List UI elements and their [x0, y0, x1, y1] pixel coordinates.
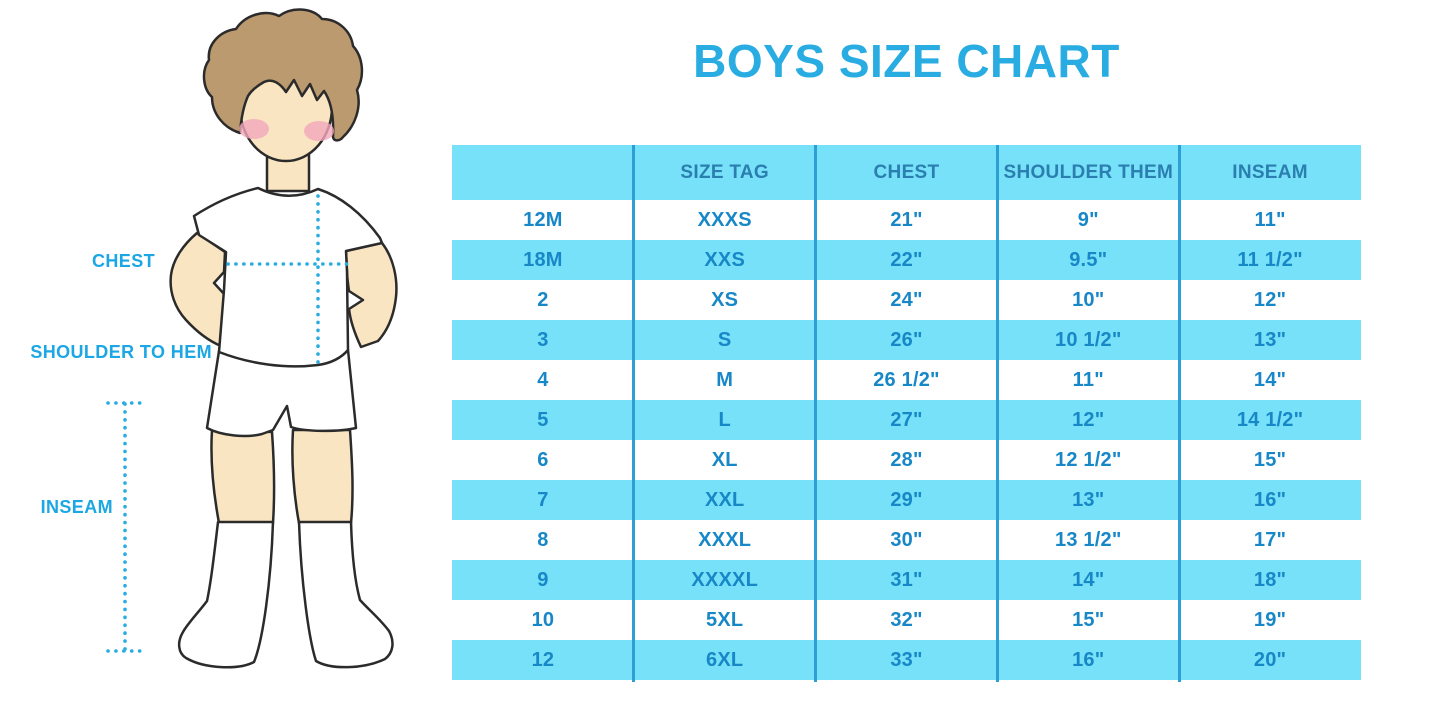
table-cell: 18": [1253, 568, 1287, 591]
table-cell: 28": [890, 448, 923, 471]
table-cell: 6: [537, 448, 549, 471]
header-cell-size-tag: SIZE TAG: [680, 161, 769, 183]
page-title: BOYS SIZE CHART: [693, 35, 1120, 87]
table-cell: 4: [537, 368, 549, 391]
table-cell: 10: [531, 608, 555, 631]
inseam-label: INSEAM: [40, 497, 113, 517]
table-cell: M: [716, 368, 734, 391]
table-row: 3 S 26" 10 1/2" 13": [452, 320, 1361, 360]
table-cell: 12": [1072, 408, 1105, 431]
table-cell: XS: [711, 288, 739, 311]
table-cell: 9": [1077, 208, 1099, 231]
t-shirt: [192, 186, 384, 368]
table-cell: XXL: [704, 488, 745, 511]
header-cell-inseam: INSEAM: [1232, 161, 1308, 183]
table-cell: 12": [1253, 288, 1287, 311]
right-sock: [297, 520, 394, 669]
table-header-row: SIZE TAG CHEST SHOULDER THEM INSEAM: [452, 145, 1361, 200]
table-cell: 12: [531, 648, 555, 671]
left-arm: [169, 231, 228, 348]
table-cell: 5: [537, 408, 549, 431]
table-cell: 32": [890, 608, 923, 631]
table-row: 2 XS 24" 10" 12": [452, 280, 1361, 320]
table-cell: 8: [537, 528, 549, 551]
table-row: 6 XL 28" 12 1/2" 15": [452, 440, 1361, 480]
table-cell: 10 1/2": [1055, 328, 1122, 351]
header-cell-size: [452, 145, 634, 200]
table-cell: S: [717, 328, 732, 351]
table-cell: 5XL: [706, 608, 744, 631]
shoulder-to-hem-label: SHOULDER TO HEM: [30, 342, 212, 362]
table-cell: 17": [1253, 528, 1287, 551]
table-cell: 27": [890, 408, 923, 431]
table-cell: 18M: [523, 248, 563, 271]
table-cell: 26 1/2": [873, 368, 940, 391]
table-cell: 13": [1072, 488, 1105, 511]
hair: [202, 8, 364, 142]
table-cell: 19": [1253, 608, 1287, 631]
table-cell: 11 1/2": [1237, 248, 1303, 271]
table-cell: 15": [1072, 608, 1105, 631]
right-leg: [291, 428, 354, 525]
table-cell: 22": [890, 248, 923, 271]
table-cell: 3: [537, 328, 549, 351]
table-cell: 12M: [523, 208, 563, 231]
table-cell: 14": [1072, 568, 1105, 591]
table-cell: 13": [1253, 328, 1287, 351]
table-cell: 14": [1253, 368, 1287, 391]
chest-label: CHEST: [91, 251, 155, 271]
table-cell: XL: [711, 448, 738, 471]
left-sock: [177, 520, 275, 669]
table-cell: 10": [1072, 288, 1105, 311]
table-cell: 9.5": [1069, 248, 1108, 271]
table-cell: 11": [1072, 368, 1104, 391]
table-row: 18M XXS 22" 9.5" 11 1/2": [452, 240, 1361, 280]
table-cell: 20": [1253, 648, 1287, 671]
table-cell: 24": [890, 288, 923, 311]
table-row: 12 6XL 33" 16" 20": [452, 640, 1361, 680]
table-cell: 29": [890, 488, 923, 511]
table-row: 9 XXXXL 31" 14" 18": [452, 560, 1361, 600]
table-cell: L: [718, 408, 731, 431]
table-cell: XXXXL: [691, 568, 758, 591]
table-cell: 26": [890, 328, 923, 351]
table-row: 5 L 27" 12" 14 1/2": [452, 400, 1361, 440]
table-cell: 31": [890, 568, 923, 591]
size-table: SIZE TAG CHEST SHOULDER THEM INSEAM 12M XXXS…: [452, 145, 1361, 682]
table-cell: 13 1/2": [1055, 528, 1122, 551]
table-cell: 11": [1254, 208, 1286, 231]
table-cell: 21": [890, 208, 923, 231]
header-cell-chest: CHEST: [873, 161, 940, 183]
blush-right: [304, 121, 334, 141]
table-row: 12M XXXS 21" 9" 11": [452, 200, 1361, 240]
table-row: 10 5XL 32" 15" 19": [452, 600, 1361, 640]
table-cell: 2: [537, 288, 549, 311]
table-cell: XXS: [704, 248, 745, 271]
table-row: 7 XXL 29" 13" 16": [452, 480, 1361, 520]
table-cell: 6XL: [706, 648, 744, 671]
table-cell: 30": [890, 528, 923, 551]
table-cell: 33": [890, 648, 923, 671]
size-table-body: 12M XXXS 21" 9" 11" 18M XXS 22" 9.5" 11 1/2" 2 XS 24…: [452, 200, 1361, 680]
table-cell: 12 1/2": [1055, 448, 1122, 471]
left-leg: [210, 428, 276, 525]
table-cell: 7: [537, 488, 549, 511]
table-cell: 14 1/2": [1236, 408, 1304, 431]
table-cell: 16": [1072, 648, 1105, 671]
header-cell-shoulder-them: SHOULDER THEM: [1003, 161, 1174, 183]
right-arm: [344, 241, 398, 349]
table-row: 8 XXXL 30" 13 1/2" 17": [452, 520, 1361, 560]
table-cell: 16": [1253, 488, 1287, 511]
blush-left: [239, 119, 269, 139]
table-cell: XXXL: [698, 528, 752, 551]
table-row: 4 M 26 1/2" 11" 14": [452, 360, 1361, 400]
table-cell: 15": [1253, 448, 1287, 471]
table-cell: XXXS: [697, 208, 752, 231]
table-cell: 9: [537, 568, 549, 591]
